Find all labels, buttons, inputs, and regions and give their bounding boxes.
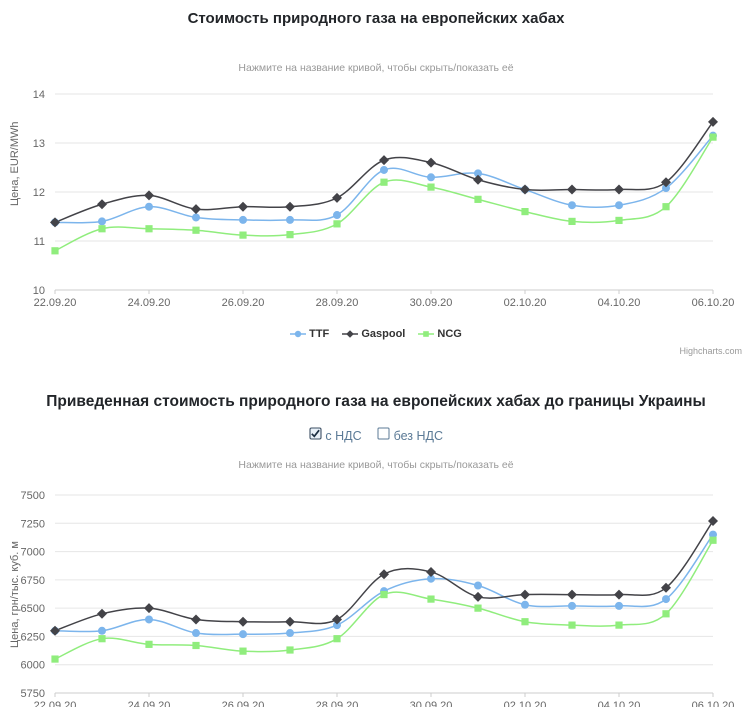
svg-text:6000: 6000 [21,660,45,672]
svg-text:11: 11 [34,236,45,248]
svg-text:6750: 6750 [21,575,45,587]
svg-text:26.09.20: 26.09.20 [222,700,265,707]
svg-text:02.10.20: 02.10.20 [504,297,547,309]
svg-text:06.10.20: 06.10.20 [692,700,735,707]
svg-text:7500: 7500 [21,490,45,502]
svg-text:04.10.20: 04.10.20 [598,700,641,707]
svg-text:13: 13 [33,138,45,150]
svg-text:28.09.20: 28.09.20 [316,297,359,309]
svg-text:04.10.20: 04.10.20 [598,297,641,309]
svg-text:22.09.20: 22.09.20 [34,297,77,309]
svg-text:14: 14 [33,89,45,101]
svg-text:10: 10 [33,285,45,297]
svg-text:02.10.20: 02.10.20 [504,700,547,707]
svg-text:6250: 6250 [21,631,45,643]
svg-text:24.09.20: 24.09.20 [128,297,171,309]
svg-text:22.09.20: 22.09.20 [34,700,77,707]
svg-text:30.09.20: 30.09.20 [410,297,453,309]
svg-text:7000: 7000 [21,547,45,559]
svg-text:6500: 6500 [21,603,45,615]
svg-text:26.09.20: 26.09.20 [222,297,265,309]
svg-text:30.09.20: 30.09.20 [410,700,453,707]
svg-text:12: 12 [33,187,45,199]
svg-text:24.09.20: 24.09.20 [128,700,171,707]
svg-text:28.09.20: 28.09.20 [316,700,359,707]
svg-text:06.10.20: 06.10.20 [692,297,735,309]
svg-text:5750: 5750 [21,688,45,700]
svg-text:7250: 7250 [21,518,45,530]
